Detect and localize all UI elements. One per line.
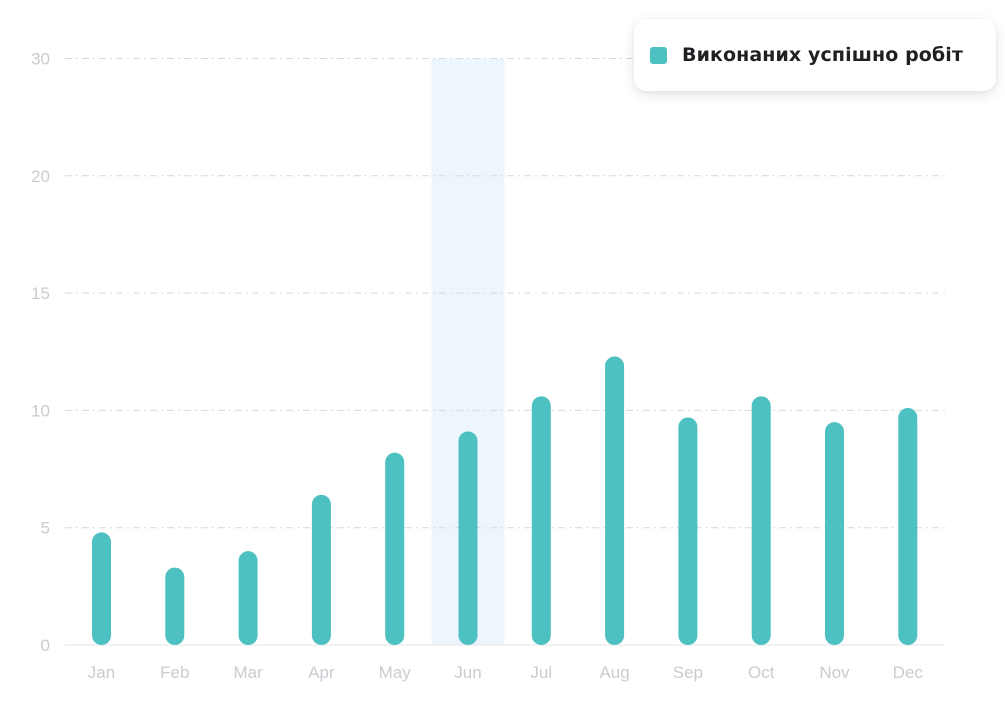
bar-may[interactable] <box>385 452 405 645</box>
bar-apr[interactable] <box>311 494 331 645</box>
y-tick-label: 15 <box>31 284 50 303</box>
x-tick-label: May <box>379 663 412 682</box>
bars <box>92 356 918 645</box>
x-tick-label: Nov <box>819 663 850 682</box>
x-tick-label: Jun <box>454 663 481 682</box>
bar-jun[interactable] <box>458 431 478 645</box>
x-tick-label: Feb <box>160 663 189 682</box>
legend-label: Виконаних успішно робіт <box>682 44 964 66</box>
x-tick-label: Dec <box>893 663 924 682</box>
y-axis: 0 5 10 15 20 30 <box>31 50 50 656</box>
bar-dec[interactable] <box>898 408 918 645</box>
bar-nov[interactable] <box>825 422 844 645</box>
bar-oct[interactable] <box>751 396 771 645</box>
y-tick-label: 5 <box>41 519 50 538</box>
y-tick-label: 30 <box>31 50 50 69</box>
legend-swatch <box>650 46 667 64</box>
x-tick-label: Oct <box>748 663 775 682</box>
bar-aug[interactable] <box>605 356 625 645</box>
bar-jul[interactable] <box>531 396 551 645</box>
x-tick-label: Apr <box>308 663 335 682</box>
y-tick-label: 20 <box>31 167 50 186</box>
bar-sep[interactable] <box>678 417 698 645</box>
x-tick-label: Jul <box>530 663 552 682</box>
y-tick-label: 10 <box>31 401 50 420</box>
x-tick-label: Aug <box>599 663 629 682</box>
grid-layer <box>65 58 945 646</box>
x-tick-label: Jan <box>88 663 115 682</box>
x-tick-label: Mar <box>233 663 263 682</box>
x-axis: Jan Feb Mar Apr May Jun Jul Aug Sep Oct Nov Dec <box>88 663 924 682</box>
legend: Виконаних успішно робіт <box>634 19 996 91</box>
y-tick-label: 0 <box>41 636 50 655</box>
bar-mar[interactable] <box>238 551 258 645</box>
bar-jan[interactable] <box>92 532 111 645</box>
bar-feb[interactable] <box>165 567 185 645</box>
x-tick-label: Sep <box>673 663 703 682</box>
